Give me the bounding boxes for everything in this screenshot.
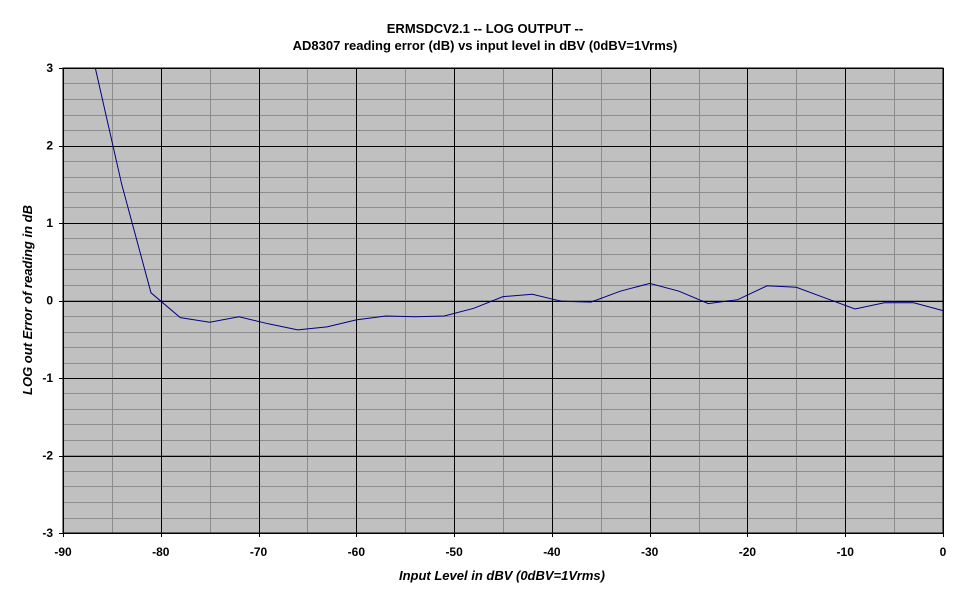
x-axis-ticks: -90 -80 -70 -60 -50 -40 -30 -20 -10 0 [54,533,947,559]
y-tick-label: 2 [46,139,53,153]
chart-subtitle: AD8307 reading error (dB) vs input level… [293,38,678,53]
x-tick-label: -70 [250,545,268,559]
series-line [94,67,944,331]
x-tick-label: 0 [940,545,947,559]
y-tick-label: 1 [46,216,53,230]
x-tick-label: -80 [152,545,170,559]
x-tick-label: -10 [837,545,855,559]
x-tick-label: -50 [445,545,463,559]
y-tick-label: -3 [42,526,53,540]
x-tick-label: -30 [641,545,659,559]
x-tick-label: -40 [543,545,561,559]
x-tick-label: -90 [54,545,72,559]
y-axis-ticks: 3 2 1 0 -1 -2 -3 [42,61,63,540]
y-tick-label: 0 [46,294,53,308]
chart-title: ERMSDCV2.1 -- LOG OUTPUT -- [387,21,583,36]
x-tick-label: -60 [348,545,366,559]
y-tick-label: -2 [42,449,53,463]
x-axis-label: Input Level in dBV (0dBV=1Vrms) [399,568,605,583]
y-tick-label: 3 [46,61,53,75]
y-axis-label: LOG out Error of reading in dB [20,205,35,395]
x-tick-label: -20 [739,545,757,559]
plot-border [62,67,944,534]
y-tick-label: -1 [42,371,53,385]
